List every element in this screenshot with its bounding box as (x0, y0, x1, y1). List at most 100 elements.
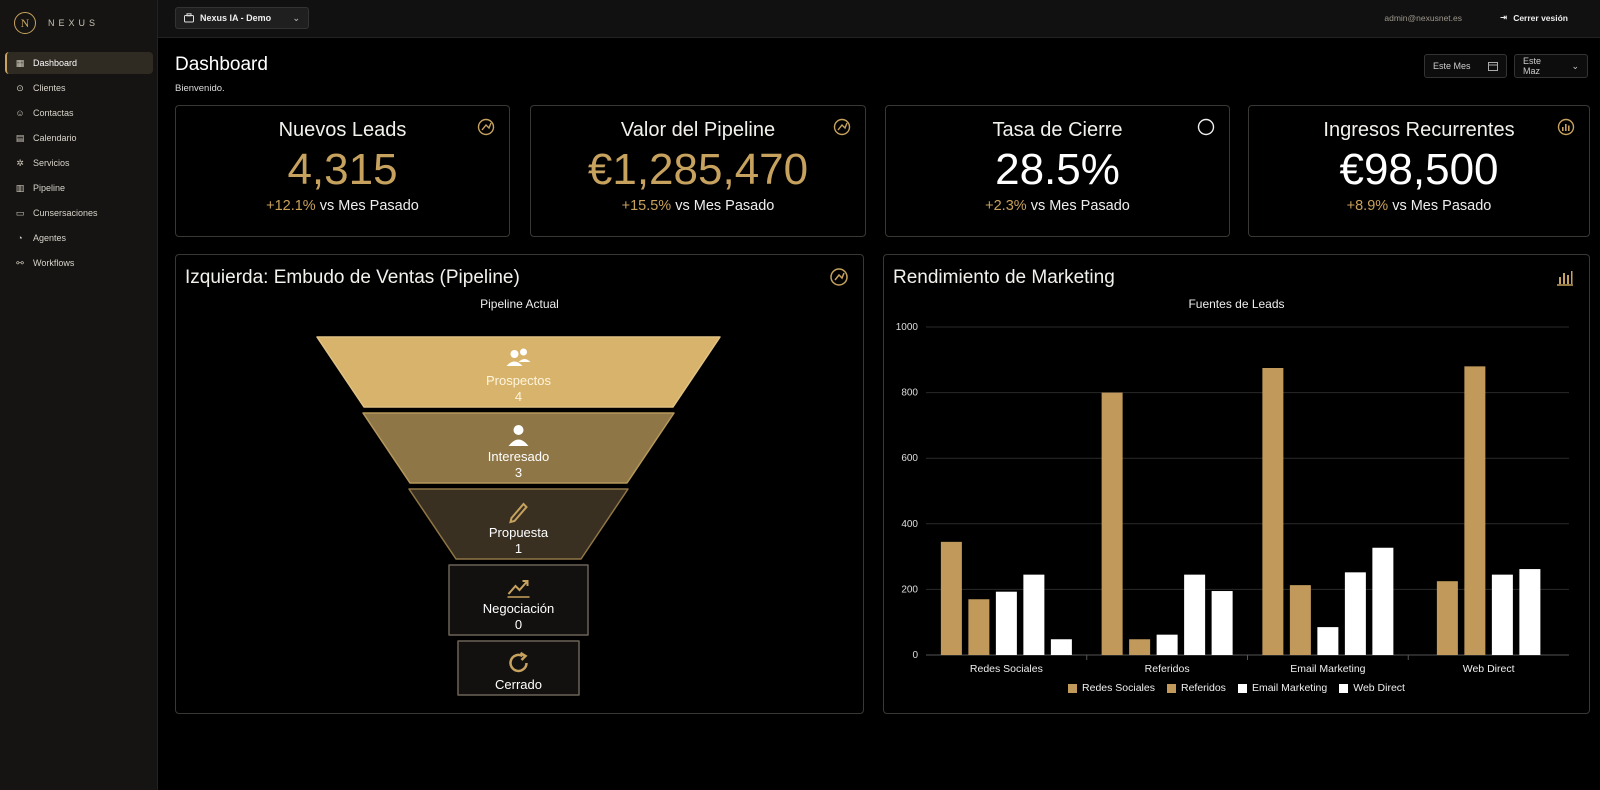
x-tick-label: Email Marketing (1290, 663, 1365, 675)
sidebar-item-label: Workflows (33, 258, 75, 268)
sidebar-item-workflows[interactable]: ⚯ Workflows (5, 252, 153, 274)
funnel-stage[interactable] (457, 640, 580, 696)
logout-button[interactable]: ⇥ Cerrer vesión (1500, 12, 1568, 23)
kpi-card[interactable]: Nuevos Leads 4,315 +12.1% vs Mes Pasado (175, 105, 510, 237)
kpi-suffix: vs Mes Pasado (671, 198, 775, 215)
kpi-suffix: vs Mes Pasado (1026, 198, 1130, 215)
funnel-stage-name: Prospectos (485, 373, 552, 388)
chart-bar[interactable] (1023, 574, 1045, 655)
funnel-stage[interactable] (408, 488, 629, 560)
sidebar-item-agentes[interactable]: ◔ Agentes (5, 227, 153, 249)
pipeline-icon: ▥ (15, 182, 25, 193)
logo-mark-icon: N (14, 12, 36, 34)
chart-bar[interactable] (940, 541, 962, 655)
sidebar-item-servicios[interactable]: ✲ Servicios (5, 152, 153, 174)
sidebar-item-contactas[interactable]: ☺ Contactas (5, 102, 153, 124)
kpi-value: 28.5% (995, 145, 1120, 194)
chart-bar[interactable] (1344, 572, 1366, 655)
funnel-subtitle: Pipeline Actual (480, 297, 559, 311)
chart-bar[interactable] (1372, 547, 1394, 655)
contacts-icon: ☺ (15, 108, 25, 118)
user-icon (508, 425, 529, 446)
services-icon: ✲ (16, 157, 24, 168)
pipeline-value-icon[interactable] (829, 267, 849, 287)
logout-icon: ⇥ (1500, 12, 1508, 22)
x-tick-label: Redes Sociales (970, 663, 1043, 675)
funnel-stage[interactable] (316, 336, 721, 408)
chart-legend: Redes Sociales Referidos Email Marketing We… (884, 682, 1589, 694)
y-tick-label: 200 (901, 584, 918, 595)
kpi-card[interactable]: Valor del Pipeline €1,285,470 +15.5% vs … (530, 105, 866, 237)
kpi-value: €98,500 (1339, 145, 1499, 194)
funnel-stage-count: 0 (514, 617, 523, 632)
chart-bar[interactable] (1519, 569, 1541, 655)
chart-bar[interactable] (995, 591, 1017, 655)
y-tick-label: 800 (901, 388, 918, 399)
top-bar: Nexus IA - Demo ⌄ admin@nexusnet.es ⇥ Ce… (158, 0, 1600, 38)
legend-swatch (1339, 683, 1349, 693)
chart-bar[interactable] (1464, 366, 1486, 655)
agents-icon: ◔ (17, 233, 23, 243)
legend-item[interactable]: Referidos (1166, 682, 1226, 694)
sidebar-item-label: Cunsersaciones (33, 208, 98, 218)
funnel-stage[interactable] (448, 564, 589, 636)
bar-chart-icon[interactable] (1555, 267, 1575, 287)
chart-bar[interactable] (1317, 627, 1339, 655)
legend-item[interactable]: Email Marketing (1237, 682, 1328, 694)
chart-bar[interactable] (1262, 368, 1284, 655)
chart-bar[interactable] (1289, 585, 1311, 655)
pipeline-value-icon (833, 118, 851, 136)
chart-bar[interactable] (1156, 634, 1178, 655)
chart-bar[interactable] (1436, 581, 1458, 655)
sidebar-item-calendario[interactable]: ▤ Calendario (5, 127, 153, 149)
kpi-suffix: vs Mes Pasado (1388, 198, 1492, 215)
period-filter[interactable]: Este Maz ⌄ (1514, 54, 1588, 78)
chart-bar[interactable] (1101, 392, 1123, 655)
sidebar-nav: ▦ Dashboard ⊙ Clientes ☺ Contactas ▤ Calendario… (5, 52, 153, 277)
x-tick-label: Referidos (1145, 663, 1190, 675)
sidebar-item-cunsersaciones[interactable]: ▭ Cunsersaciones (5, 202, 153, 224)
funnel-stage-name: Interesado (487, 449, 550, 464)
legend-label: Web Direct (1353, 682, 1405, 694)
calendar-icon (1488, 62, 1498, 71)
logout-label: Cerrer vesión (1513, 12, 1568, 23)
chart-bar[interactable] (1211, 591, 1233, 655)
sidebar-item-clientes[interactable]: ⊙ Clientes (5, 77, 153, 99)
chart-bar[interactable] (968, 599, 990, 655)
legend-label: Referidos (1180, 682, 1226, 694)
kpi-delta: +12.1% (266, 198, 316, 215)
chart-bar[interactable] (1491, 574, 1513, 655)
brand-name: NEXUS (48, 18, 100, 28)
kpi-change: +8.9% vs Mes Pasado (1249, 198, 1589, 214)
sidebar-item-label: Agentes (33, 233, 67, 243)
sidebar-item-label: Servicios (33, 158, 70, 168)
kpi-card[interactable]: Tasa de Cierre 28.5% +2.3% vs Mes Pasado (885, 105, 1230, 237)
legend-label: Email Marketing (1251, 682, 1328, 694)
chart-bar[interactable] (1050, 639, 1072, 655)
funnel-stage-name: Cerrado (495, 677, 542, 692)
funnel-stage[interactable] (362, 412, 675, 484)
chart-title: Fuentes de Leads (1188, 297, 1285, 311)
marketing-panel-title: Rendimiento de Marketing (893, 267, 1115, 288)
sidebar-item-dashboard[interactable]: ▦ Dashboard (5, 52, 153, 74)
kpi-change: +2.3% vs Mes Pasado (886, 198, 1229, 214)
bar-chart: 0 200 400 600 800 1000 Redes Sociales Referidos… (896, 322, 1569, 675)
brand-logo[interactable]: N NEXUS (14, 12, 99, 34)
legend-item[interactable]: Web Direct (1339, 682, 1405, 694)
chart-bar[interactable] (1184, 574, 1206, 655)
funnel-stage-label: Cerrado (419, 677, 619, 693)
workspace-name: Nexus IA - Demo (200, 13, 272, 23)
y-tick-label: 1000 (896, 322, 919, 333)
legend-swatch (1166, 683, 1176, 693)
refresh-icon (509, 651, 528, 673)
kpi-suffix: vs Mes Pasado (315, 198, 419, 215)
kpi-card[interactable]: Ingresos Recurrentes €98,500 +8.9% vs Me… (1248, 105, 1590, 237)
legend-item[interactable]: Redes Sociales (1068, 682, 1155, 694)
funnel-panel-title: Izquierda: Embudo de Ventas (Pipeline) (185, 267, 520, 288)
kpi-change: +12.1% vs Mes Pasado (176, 198, 509, 214)
chart-bar[interactable] (1129, 639, 1151, 655)
sidebar-item-label: Pipeline (33, 183, 66, 193)
date-filter[interactable]: Este Mes (1424, 54, 1507, 78)
workspace-selector[interactable]: Nexus IA - Demo ⌄ (175, 7, 309, 29)
sidebar-item-pipeline[interactable]: ▥ Pipeline (5, 177, 153, 199)
